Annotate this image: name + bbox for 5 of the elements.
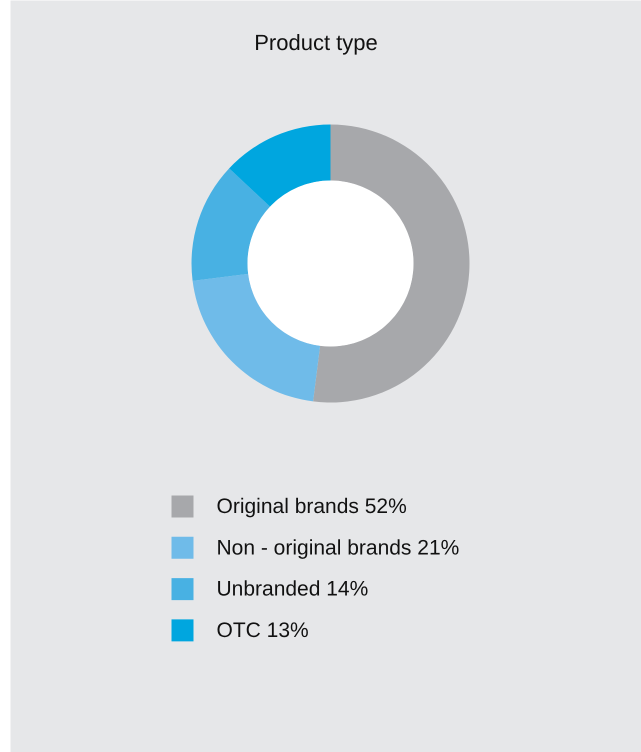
- legend-label: OTC 13%: [216, 618, 309, 642]
- chart-title: Product type: [254, 30, 378, 55]
- legend-label: Unbranded 14%: [216, 578, 368, 601]
- legend-label: Non - original brands 21%: [216, 536, 460, 560]
- legend-label: Original brands 52%: [216, 495, 407, 518]
